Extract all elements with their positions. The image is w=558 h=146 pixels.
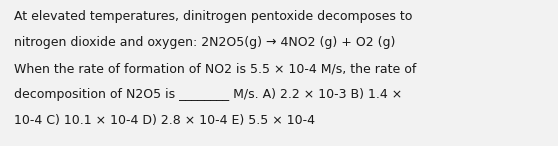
Text: 10-4 C) 10.1 × 10-4 D) 2.8 × 10-4 E) 5.5 × 10-4: 10-4 C) 10.1 × 10-4 D) 2.8 × 10-4 E) 5.5… bbox=[14, 114, 315, 127]
Text: nitrogen dioxide and oxygen: 2N2O5(g) → 4NO2 (g) + O2 (g): nitrogen dioxide and oxygen: 2N2O5(g) → … bbox=[14, 36, 396, 49]
Text: decomposition of N2O5 is ________ M/s. A) 2.2 × 10-3 B) 1.4 ×: decomposition of N2O5 is ________ M/s. A… bbox=[14, 88, 402, 101]
Text: At elevated temperatures, dinitrogen pentoxide decomposes to: At elevated temperatures, dinitrogen pen… bbox=[14, 10, 412, 23]
Text: When the rate of formation of NO2 is 5.5 × 10-4 M/s, the rate of: When the rate of formation of NO2 is 5.5… bbox=[14, 62, 416, 75]
